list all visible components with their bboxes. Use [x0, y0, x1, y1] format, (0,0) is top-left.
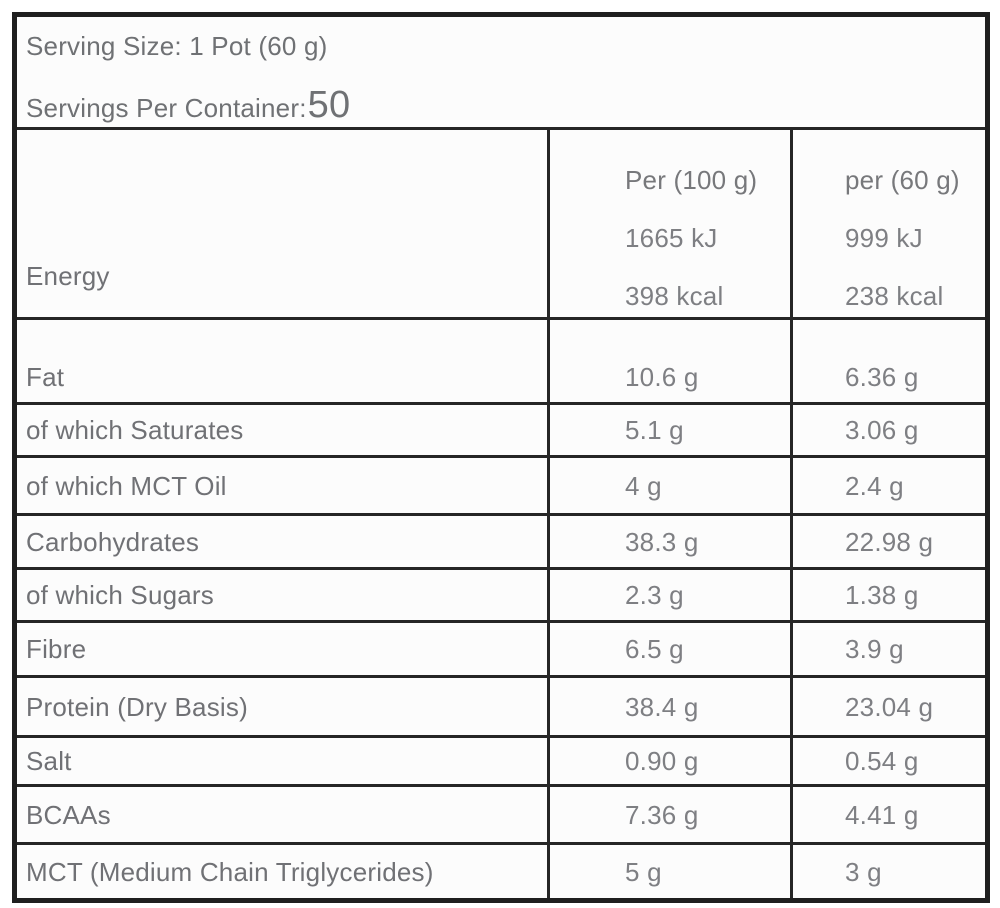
value-per-100g: 5.1 g — [547, 405, 790, 455]
energy-kj-per-100g: 1665 kJ — [625, 223, 718, 253]
value-per-100g: 5 g — [547, 845, 790, 898]
nutrient-label: Carbohydrates — [26, 526, 200, 557]
value-per-100g: 4 g — [547, 458, 790, 513]
row-carbohydrates: Carbohydrates 38.3 g 22.98 g — [17, 513, 985, 567]
col-header-per-60g: per (60 g) — [845, 165, 960, 195]
value-per-100g: 10.6 g — [547, 320, 790, 402]
nutrient-label: Fibre — [26, 634, 87, 664]
nutrient-label: Protein (Dry Basis) — [26, 691, 248, 722]
energy-kcal-per-60g: 238 kcal — [845, 281, 944, 311]
value-per-60g: 3.9 g — [790, 623, 985, 675]
value-per-60g: 0.54 g — [790, 738, 985, 784]
serving-info-header: Serving Size: 1 Pot (60 g) Servings Per … — [17, 17, 985, 127]
energy-kj-per-60g: 999 kJ — [845, 223, 923, 253]
energy-values-per-100g: Per (100 g) 1665 kJ 398 kcal — [547, 130, 790, 317]
row-salt: Salt 0.90 g 0.54 g — [17, 735, 985, 784]
servings-per-container: Servings Per Container: 50 — [26, 83, 985, 130]
nutrient-label: of which Saturates — [26, 415, 244, 445]
servings-per-container-label: Servings Per Container: — [26, 93, 307, 123]
nutrient-label: MCT (Medium Chain Triglycerides) — [26, 856, 434, 887]
value-per-60g: 23.04 g — [790, 678, 985, 735]
serving-size-text: Serving Size: 1 Pot (60 g) — [26, 31, 328, 61]
value-per-100g: 2.3 g — [547, 570, 790, 620]
value-per-60g: 2.4 g — [790, 458, 985, 513]
servings-per-container-value: 50 — [307, 84, 351, 126]
row-protein: Protein (Dry Basis) 38.4 g 23.04 g — [17, 675, 985, 735]
energy-values-per-60g: per (60 g) 999 kJ 238 kcal — [790, 130, 985, 317]
value-per-60g: 3.06 g — [790, 405, 985, 455]
nutrient-label: Salt — [26, 746, 72, 776]
value-per-60g: 4.41 g — [790, 787, 985, 842]
row-mct-oil: of which MCT Oil 4 g 2.4 g — [17, 455, 985, 513]
value-per-60g: 6.36 g — [790, 320, 985, 402]
nutrient-label: of which Sugars — [26, 580, 214, 610]
nutrient-label: of which MCT Oil — [26, 470, 227, 501]
row-mct: MCT (Medium Chain Triglycerides) 5 g 3 g — [17, 842, 985, 898]
nutrient-label: Fat — [26, 362, 65, 392]
value-per-60g: 3 g — [790, 845, 985, 898]
row-bcaas: BCAAs 7.36 g 4.41 g — [17, 784, 985, 842]
col-header-per-100g: Per (100 g) — [625, 165, 758, 195]
value-per-60g: 22.98 g — [790, 516, 985, 567]
value-per-100g: 0.90 g — [547, 738, 790, 784]
row-fibre: Fibre 6.5 g 3.9 g — [17, 620, 985, 675]
value-per-100g: 6.5 g — [547, 623, 790, 675]
nutrition-facts-table: Serving Size: 1 Pot (60 g) Servings Per … — [12, 12, 990, 903]
value-per-100g: 38.4 g — [547, 678, 790, 735]
value-per-100g: 38.3 g — [547, 516, 790, 567]
energy-kcal-per-100g: 398 kcal — [625, 281, 724, 311]
value-per-60g: 1.38 g — [790, 570, 985, 620]
row-energy: Energy Per (100 g) 1665 kJ 398 kcal per … — [17, 127, 985, 317]
row-saturates: of which Saturates 5.1 g 3.06 g — [17, 402, 985, 455]
nutrient-label: Energy — [26, 261, 110, 291]
value-per-100g: 7.36 g — [547, 787, 790, 842]
nutrient-label: BCAAs — [26, 799, 111, 830]
row-fat: Fat 10.6 g 6.36 g — [17, 317, 985, 402]
row-sugars: of which Sugars 2.3 g 1.38 g — [17, 567, 985, 620]
